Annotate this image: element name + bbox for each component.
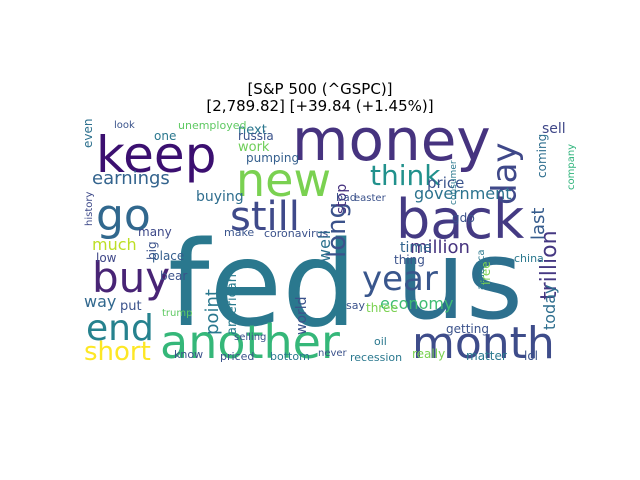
cloud-word-company: company xyxy=(566,144,577,190)
cloud-word-time: time xyxy=(400,240,432,256)
cloud-word-today: today xyxy=(540,285,559,331)
cloud-word-trump: trump xyxy=(162,308,192,319)
cloud-word-world: world xyxy=(294,296,310,335)
cloud-word-another: another xyxy=(160,315,340,369)
cloud-word-money: money xyxy=(292,106,491,174)
cloud-word-low: low xyxy=(96,251,117,265)
cloud-word-lol: lol xyxy=(524,349,538,363)
cloud-word-next: next xyxy=(238,123,267,138)
cloud-word-bottom: bottom xyxy=(270,350,310,363)
cloud-word-history: history xyxy=(84,192,95,226)
cloud-word-short: short xyxy=(84,337,151,367)
cloud-word-way: way xyxy=(84,292,116,311)
cloud-word-new: new xyxy=(236,153,331,207)
cloud-word-day: day xyxy=(485,142,525,205)
cloud-word-big: big xyxy=(145,241,159,260)
cloud-word-trillion: trillion xyxy=(537,230,562,300)
cloud-word-work: work xyxy=(238,140,270,155)
cloud-word-sell: sell xyxy=(542,121,566,137)
cloud-word-gdp: gdp xyxy=(452,211,475,225)
cloud-word-make: make xyxy=(224,226,254,239)
cloud-word-well: well xyxy=(315,230,334,262)
cloud-word-thing: thing xyxy=(394,253,425,267)
figure-title-line2: [2,789.82] [+39.84 (+1.45%)] xyxy=(206,97,434,115)
cloud-word-russia: russia xyxy=(238,129,274,143)
cloud-word-one: one xyxy=(154,129,176,143)
cloud-word-easter: easter xyxy=(354,193,387,204)
cloud-word-year: year xyxy=(362,259,438,299)
cloud-word-place: place xyxy=(152,249,184,263)
cloud-word-coronavirus: coronavirus xyxy=(264,227,329,240)
cloud-word-million: million xyxy=(410,237,470,258)
cloud-word-free: free xyxy=(479,261,493,285)
cloud-word-bad: bad xyxy=(336,191,357,204)
cloud-word-long: long xyxy=(322,202,352,258)
cloud-word-selling: selling xyxy=(234,332,266,343)
cloud-word-know: know xyxy=(174,348,203,361)
cloud-word-put: put xyxy=(120,299,142,314)
cloud-word-coming: coming xyxy=(535,134,549,178)
cloud-word-fed: fed xyxy=(168,215,357,353)
cloud-word-matter: matter xyxy=(466,349,507,363)
cloud-word-buy: buy xyxy=(92,253,170,302)
cloud-word-us: us xyxy=(396,216,523,344)
cloud-word-back: back xyxy=(396,188,525,251)
cloud-word-buying: buying xyxy=(196,189,244,205)
cloud-word-american: american xyxy=(225,274,240,335)
cloud-word-price: price xyxy=(427,174,464,192)
cloud-word-government: government xyxy=(414,184,512,203)
cloud-word-say: say xyxy=(346,299,365,312)
cloud-word-end: end xyxy=(86,308,154,349)
cloud-word-much: much xyxy=(92,235,137,254)
cloud-word-go: go xyxy=(96,190,151,241)
cloud-word-consumer: consumer xyxy=(449,160,459,205)
cloud-word-economy: economy xyxy=(380,294,453,313)
cloud-word-month: month xyxy=(412,318,555,369)
cloud-word-keep: keep xyxy=(96,126,216,184)
cloud-word-china: china xyxy=(514,252,544,265)
cloud-word-still: still xyxy=(230,194,300,240)
cloud-word-last: last xyxy=(528,208,549,240)
cloud-word-oil: oil xyxy=(374,335,387,348)
cloud-word-many: many xyxy=(138,225,172,239)
cloud-word-point: point xyxy=(202,289,223,335)
cloud-word-three: three xyxy=(366,301,398,315)
cloud-word-think: think xyxy=(370,159,441,192)
cloud-word-look: look xyxy=(114,120,135,131)
cloud-word-really: really xyxy=(412,347,445,361)
cloud-word-recession: recession xyxy=(350,351,402,364)
cloud-word-bear: bear xyxy=(160,269,187,283)
cloud-word-priced: priced xyxy=(220,350,254,363)
cloud-word-stop: stop xyxy=(334,184,350,214)
cloud-word-unemployed: unemployed xyxy=(178,119,246,132)
cloud-word-pumping: pumping xyxy=(246,151,299,165)
cloud-word-getting: getting xyxy=(446,322,489,336)
cloud-word-america: america xyxy=(476,249,487,290)
cloud-word-earnings: earnings xyxy=(92,168,170,189)
figure-title-line1: [S&P 500 (^GSPC)] xyxy=(247,80,393,98)
cloud-word-never: never xyxy=(318,348,348,359)
cloud-word-even: even xyxy=(81,119,95,148)
